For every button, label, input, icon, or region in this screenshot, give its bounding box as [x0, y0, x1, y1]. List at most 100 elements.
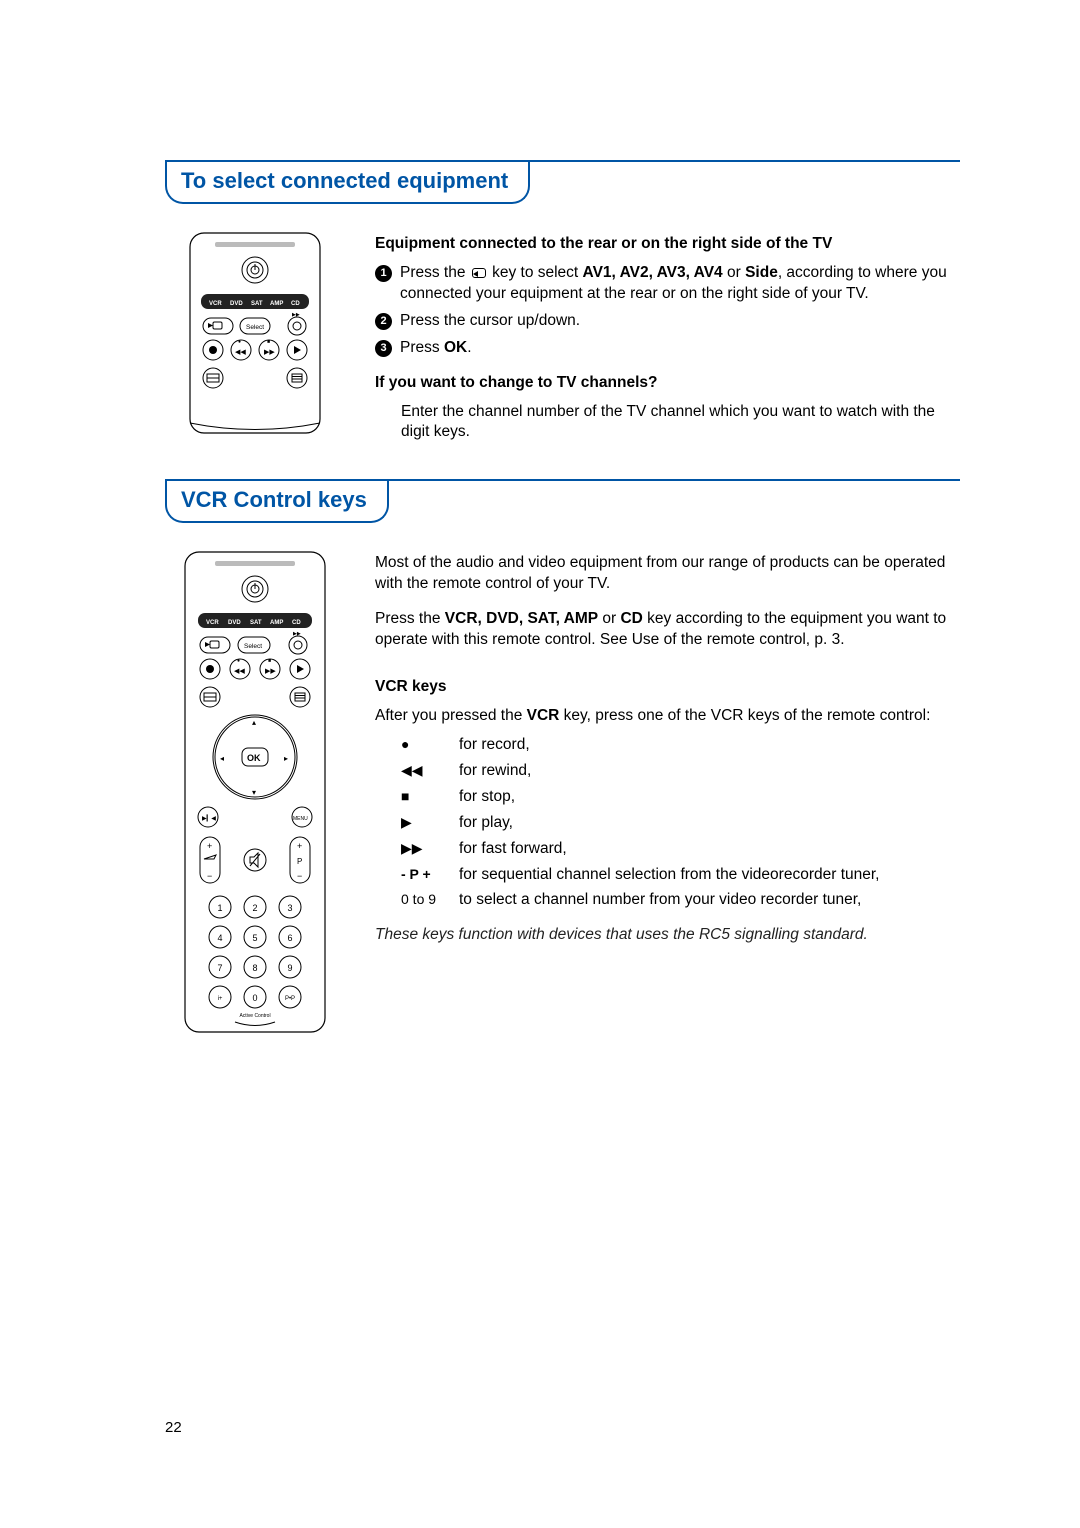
svg-text:+: + [297, 841, 302, 851]
tv-channels-heading: If you want to change to TV channels? [375, 373, 960, 394]
svg-text:8: 8 [252, 963, 257, 973]
svg-text:▶▎◀: ▶▎◀ [202, 814, 216, 822]
svg-text:P: P [297, 857, 302, 866]
vcrintro-post: key, press one of the VCR keys of the re… [559, 707, 930, 724]
key-symbol-p: - P + [401, 865, 445, 886]
key-symbol-play: ▶ [401, 813, 445, 834]
vcr-keys-heading: VCR keys [375, 677, 960, 698]
svg-text:3: 3 [287, 903, 292, 913]
svg-text:AMP: AMP [270, 620, 283, 626]
svg-text:4: 4 [217, 933, 222, 943]
step-number-2: 2 [375, 313, 392, 330]
step-number-1: 1 [375, 265, 392, 282]
key-symbol-record: ● [401, 735, 445, 756]
svg-text:CD: CD [291, 301, 300, 307]
svg-text:SAT: SAT [250, 620, 262, 626]
key-desc: for rewind, [459, 761, 960, 782]
step1-bold: AV1, AV2, AV3, AV4 [583, 264, 723, 281]
vcrintro-bold: VCR [527, 707, 560, 724]
key-row: - P + for sequential channel selection fr… [401, 865, 960, 886]
svg-text:AMP: AMP [270, 301, 283, 307]
key-desc: for sequential channel selection from th… [459, 865, 960, 886]
step-2-text: Press the cursor up/down. [400, 311, 960, 332]
vcrintro-pre: After you pressed the [375, 707, 527, 724]
svg-text:Select: Select [246, 324, 264, 331]
svg-text:9: 9 [287, 963, 292, 973]
key-desc: for record, [459, 735, 960, 756]
svg-text:CD: CD [292, 620, 301, 626]
key-row: ▶ for play, [401, 813, 960, 834]
svg-text:2: 2 [252, 903, 257, 913]
key-row: 0 to 9 to select a channel number from yo… [401, 890, 960, 911]
step3-post: . [467, 339, 471, 356]
svg-text:+: + [207, 841, 212, 851]
svg-text:1: 1 [217, 903, 222, 913]
key-desc: for stop, [459, 787, 960, 808]
key-row: ■ for stop, [401, 787, 960, 808]
step-1: 1 Press the key to select AV1, AV2, AV3,… [375, 263, 960, 305]
svg-text:OK: OK [247, 753, 261, 763]
key-desc: for play, [459, 813, 960, 834]
svg-text:DVD: DVD [230, 301, 243, 307]
svg-text:6: 6 [287, 933, 292, 943]
svg-text:◀◀: ◀◀ [234, 668, 245, 675]
svg-text:◂: ◂ [220, 754, 224, 763]
step1-side: Side [745, 264, 778, 281]
svg-text:▸: ▸ [284, 754, 288, 763]
intro2-or: or [598, 610, 620, 627]
document-page: To select connected equipment VCR DVD SA… [0, 0, 1080, 1125]
intro-1: Most of the audio and video equipment fr… [375, 553, 960, 595]
svg-text:SAT: SAT [251, 301, 263, 307]
section-2-body: VCR DVD SAT AMP CD Select ▶▶ ◀◀ ● ▶▶ ■ [165, 541, 960, 1037]
svg-text:0: 0 [252, 993, 257, 1003]
svg-text:▶▶: ▶▶ [264, 349, 275, 356]
svg-text:▶▶: ▶▶ [293, 631, 301, 637]
tv-channels-body: Enter the channel number of the TV chann… [375, 402, 960, 444]
svg-text:Select: Select [244, 643, 262, 650]
svg-text:P•P: P•P [285, 996, 295, 1002]
page-number: 22 [165, 1419, 182, 1436]
svg-text:■: ■ [268, 658, 271, 664]
step-3: 3 Press OK. [375, 338, 960, 359]
key-symbol-stop: ■ [401, 787, 445, 808]
key-symbol-rewind: ◀◀ [401, 761, 445, 782]
key-row: ◀◀ for rewind, [401, 761, 960, 782]
step-1-text: Press the key to select AV1, AV2, AV3, A… [400, 263, 960, 305]
section-1-body: VCR DVD SAT AMP CD Select ▶▶ ◀◀ [165, 222, 960, 451]
svg-text:Active Control: Active Control [239, 1013, 270, 1019]
svg-text:MENU: MENU [293, 816, 308, 822]
svg-text:▾: ▾ [252, 788, 256, 797]
step3-pre: Press [400, 339, 444, 356]
svg-text:VCR: VCR [206, 620, 219, 626]
vcr-keys-intro: After you pressed the VCR key, press one… [375, 706, 960, 727]
intro2-bold: VCR, DVD, SAT, AMP [445, 610, 598, 627]
key-desc: to select a channel number from your vid… [459, 890, 960, 911]
remote-illustration-small: VCR DVD SAT AMP CD Select ▶▶ ◀◀ [165, 222, 345, 451]
section-title-1: To select connected equipment [165, 162, 530, 204]
step1-pre: Press the [400, 264, 470, 281]
step-number-3: 3 [375, 340, 392, 357]
svg-text:−: − [207, 871, 212, 881]
svg-text:▶▶: ▶▶ [292, 312, 300, 318]
key-desc: for fast forward, [459, 839, 960, 860]
equipment-heading: Equipment connected to the rear or on th… [375, 234, 960, 255]
intro2-cd: CD [620, 610, 642, 627]
step1-or: or [723, 264, 745, 281]
key-row: ● for record, [401, 735, 960, 756]
step-3-text: Press OK. [400, 338, 960, 359]
step-2: 2 Press the cursor up/down. [375, 311, 960, 332]
svg-text:VCR: VCR [209, 301, 222, 307]
key-symbol-ff: ▶▶ [401, 839, 445, 860]
key-symbol-digits: 0 to 9 [401, 890, 445, 911]
svg-text:i+: i+ [218, 996, 223, 1002]
intro-2: Press the VCR, DVD, SAT, AMP or CD key a… [375, 609, 960, 651]
svg-text:■: ■ [267, 339, 270, 345]
svg-text:5: 5 [252, 933, 257, 943]
svg-text:◀◀: ◀◀ [235, 349, 246, 356]
remote-small-svg: VCR DVD SAT AMP CD Select ▶▶ ◀◀ [185, 228, 325, 438]
svg-text:▶▶: ▶▶ [265, 668, 276, 675]
svg-text:●: ● [237, 658, 240, 664]
svg-text:DVD: DVD [228, 620, 241, 626]
remote-illustration-large: VCR DVD SAT AMP CD Select ▶▶ ◀◀ ● ▶▶ ■ [165, 541, 345, 1037]
section-1-content: Equipment connected to the rear or on th… [375, 222, 960, 451]
